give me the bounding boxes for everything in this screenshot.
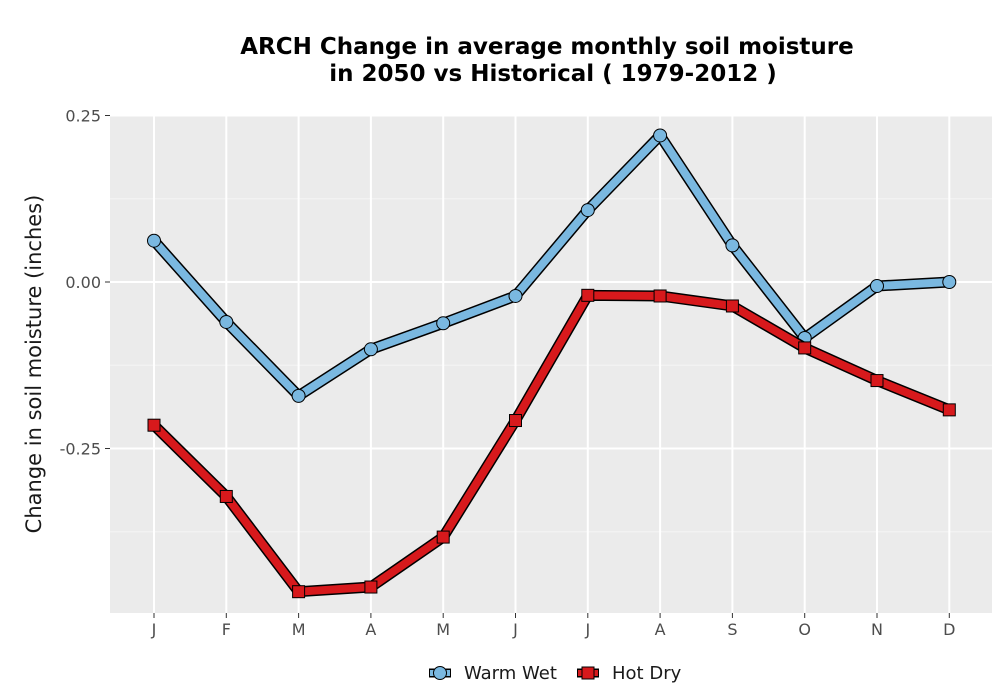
- series-line: [150, 131, 954, 400]
- x-tick-label: A: [365, 620, 376, 639]
- data-point: [292, 585, 306, 599]
- data-point: [580, 203, 595, 218]
- chart-title-line1: ARCH Change in average monthly soil mois…: [240, 34, 854, 60]
- data-point: [219, 314, 234, 329]
- data-point: [942, 275, 957, 289]
- data-point: [291, 388, 306, 403]
- data-point: [219, 489, 233, 503]
- x-tick-label: A: [655, 620, 666, 639]
- data-point: [147, 233, 161, 248]
- x-tick-label: J: [512, 620, 518, 639]
- data-point: [147, 418, 161, 432]
- data-point: [363, 342, 378, 357]
- data-point: [653, 289, 667, 303]
- legend-marker: [433, 666, 447, 680]
- legend-label: Warm Wet: [464, 663, 557, 684]
- legend-item: Warm Wet: [429, 663, 557, 684]
- series-hot-dry: [147, 288, 956, 599]
- data-point: [725, 238, 740, 253]
- data-point: [509, 414, 522, 428]
- x-tick-label: M: [436, 620, 450, 639]
- data-point: [364, 580, 378, 594]
- legend-item: Hot Dry: [577, 663, 682, 684]
- x-tick-label: S: [727, 620, 737, 639]
- data-point: [436, 316, 451, 331]
- x-tick-label: O: [798, 620, 811, 639]
- data-point: [508, 288, 523, 303]
- x-tick-label: F: [222, 620, 231, 639]
- data-point: [725, 299, 739, 313]
- data-point: [870, 278, 884, 293]
- x-tick-label: M: [292, 620, 306, 639]
- x-tick-label: D: [943, 620, 955, 639]
- legend: Warm Wet Hot Dry: [429, 663, 682, 684]
- legend-marker: [581, 666, 595, 680]
- x-tick-label: J: [584, 620, 590, 639]
- y-tick-label: -0.25: [60, 440, 101, 459]
- x-tick-label: N: [871, 620, 883, 639]
- y-tick-label: 0.00: [65, 273, 101, 292]
- y-tick-label: 0.25: [65, 107, 101, 126]
- chart-title-line2: in 2050 vs Historical ( 1979-2012 ): [329, 61, 776, 87]
- y-axis: 0.25 0.00 -0.25: [60, 107, 110, 459]
- series-warm-wet: [147, 128, 957, 403]
- data-point: [870, 374, 884, 388]
- legend-label: Hot Dry: [612, 663, 682, 684]
- data-point: [653, 128, 668, 143]
- y-axis-title: Change in soil moisture (inches): [22, 195, 46, 534]
- data-point: [436, 530, 450, 544]
- x-tick-label: J: [151, 620, 157, 639]
- series-layer: [147, 128, 957, 599]
- series-line: [150, 291, 954, 596]
- data-point: [942, 403, 956, 417]
- data-point: [581, 288, 595, 302]
- data-point: [798, 341, 812, 355]
